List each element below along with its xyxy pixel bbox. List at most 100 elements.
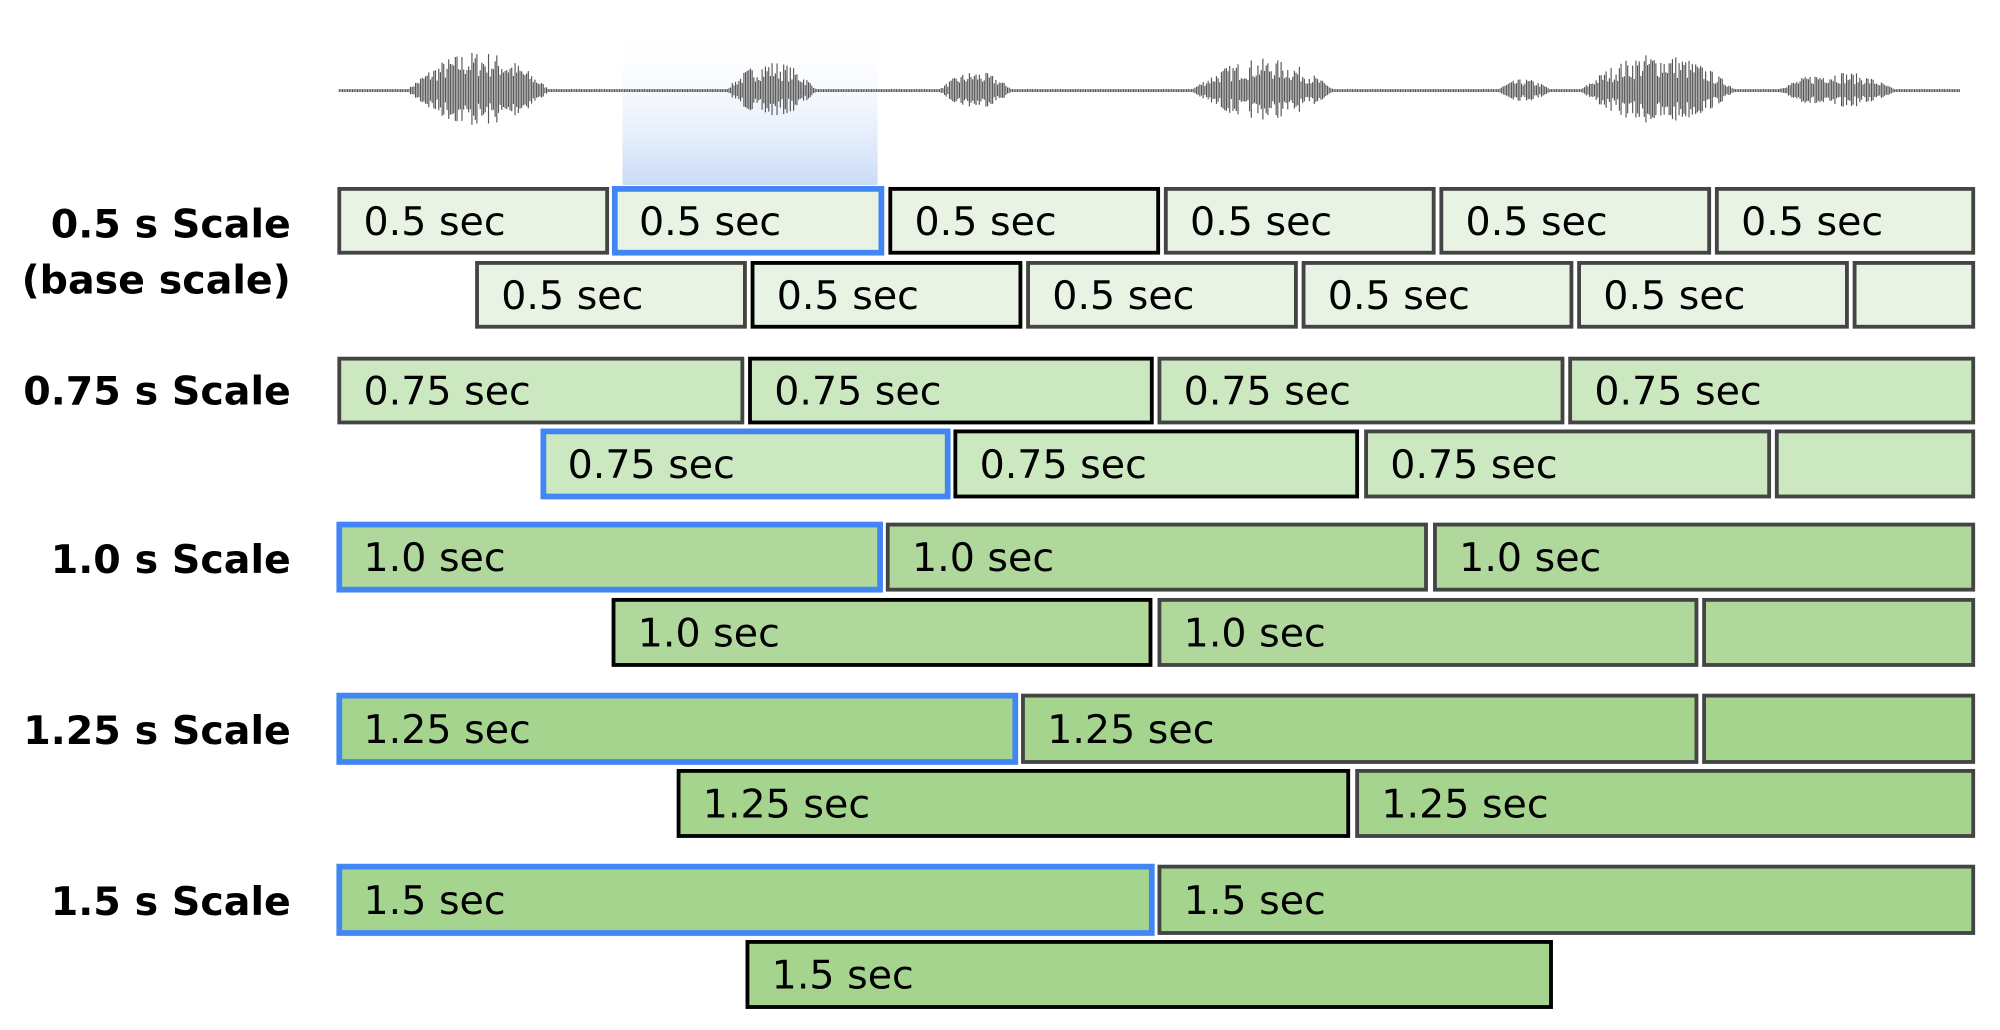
window-segment: 0.5 sec bbox=[1026, 261, 1298, 329]
segment-label: 1.25 sec bbox=[1381, 781, 1548, 827]
segment-box bbox=[888, 186, 1161, 255]
segment-label: 0.75 sec bbox=[1184, 369, 1351, 415]
segment-box bbox=[337, 356, 745, 425]
window-segment: 0.5 sec bbox=[1439, 186, 1712, 255]
window-segment: 0.5 sec bbox=[337, 186, 610, 255]
window-segment: 0.5 sec bbox=[475, 261, 747, 329]
segment-label: 1.0 sec bbox=[912, 535, 1054, 581]
window-segment: 1.5 sec bbox=[745, 940, 1553, 1009]
segment-label: 1.0 sec bbox=[364, 535, 506, 581]
segment-box bbox=[336, 863, 1155, 936]
scale-group: 1.5 s Scale 1.5 sec 1.5 sec 1.5 sec bbox=[51, 863, 1976, 1009]
segment-label: 1.25 sec bbox=[1047, 707, 1214, 753]
segment-box bbox=[1021, 693, 1699, 764]
segment-box bbox=[611, 186, 885, 256]
scale-group: 1.0 s Scale 1.0 sec 1.0 sec 1.0 sec 1.0 sec 1… bbox=[51, 521, 1976, 667]
segment-box bbox=[1714, 186, 1976, 255]
segment-label: 0.75 sec bbox=[1390, 442, 1557, 488]
scale-label: 1.5 s Scale bbox=[51, 879, 291, 925]
window-segment: 0.75 sec bbox=[1157, 356, 1565, 425]
scale-label: 1.25 s Scale bbox=[23, 708, 291, 754]
segment-box bbox=[1577, 261, 1849, 329]
segment-label: 1.25 sec bbox=[364, 707, 531, 753]
window-segment: 0.75 sec bbox=[953, 429, 1360, 499]
segment-label: 1.25 sec bbox=[703, 781, 870, 827]
scale-sublabel: (base scale) bbox=[22, 258, 291, 304]
segment-label: 1.0 sec bbox=[638, 610, 780, 656]
window-segment: 0.75 sec bbox=[748, 356, 1154, 425]
window-segment: 0.5 sec bbox=[1714, 186, 1976, 255]
segment-label: 1.5 sec bbox=[1184, 878, 1326, 924]
window-segment: 0.5 sec bbox=[888, 186, 1161, 255]
window-segment bbox=[1852, 261, 1976, 329]
window-segment: 0.75 sec bbox=[1568, 356, 1976, 425]
segment-label: 0.75 sec bbox=[980, 442, 1147, 488]
scale-label: 1.0 s Scale bbox=[51, 537, 291, 583]
window-segment: 1.25 sec bbox=[1355, 768, 1976, 838]
window-segment: 1.25 sec bbox=[676, 768, 1351, 838]
segment-box bbox=[1702, 597, 1976, 667]
segment-box bbox=[1774, 429, 1976, 499]
window-segment-selected: 0.5 sec bbox=[611, 186, 885, 256]
segment-box bbox=[336, 692, 1019, 765]
window-segment: 1.5 sec bbox=[1157, 864, 1976, 935]
segment-box bbox=[1157, 597, 1699, 667]
window-segment: 1.0 sec bbox=[1433, 522, 1976, 592]
window-segment: 1.25 sec bbox=[1021, 693, 1699, 764]
window-segment bbox=[1774, 429, 1976, 499]
segment-label: 0.5 sec bbox=[1466, 199, 1608, 245]
scale-label: 0.5 s Scale bbox=[51, 201, 291, 247]
segment-label: 0.75 sec bbox=[364, 369, 531, 415]
scale-rows: 0.5 s Scale (base scale) 0.5 sec 0.5 sec 0.5… bbox=[22, 186, 1976, 1009]
window-segment-selected: 1.5 sec bbox=[336, 863, 1155, 936]
segment-label: 0.5 sec bbox=[915, 199, 1057, 245]
segment-label: 0.5 sec bbox=[1190, 199, 1332, 245]
window-segment: 0.75 sec bbox=[1364, 429, 1772, 499]
scale-label: 0.75 s Scale bbox=[23, 369, 291, 415]
segment-label: 0.75 sec bbox=[568, 442, 735, 488]
segment-label: 1.0 sec bbox=[1459, 535, 1601, 581]
window-segment: 0.5 sec bbox=[1301, 261, 1574, 329]
segment-box bbox=[953, 429, 1360, 499]
segment-label: 0.5 sec bbox=[501, 273, 643, 319]
segment-box bbox=[1355, 768, 1976, 838]
segment-box bbox=[885, 522, 1428, 592]
window-segment-selected: 1.25 sec bbox=[336, 692, 1019, 765]
segment-box bbox=[1439, 186, 1712, 255]
segment-label: 1.0 sec bbox=[1184, 610, 1326, 656]
segment-box bbox=[1301, 261, 1574, 329]
segment-label: 0.5 sec bbox=[639, 199, 781, 245]
segment-box bbox=[1568, 356, 1976, 425]
segment-box bbox=[1852, 261, 1976, 329]
segment-label: 0.5 sec bbox=[1328, 273, 1470, 319]
window-segment: 1.0 sec bbox=[885, 522, 1428, 592]
segment-box bbox=[336, 521, 883, 593]
segment-label: 0.75 sec bbox=[1594, 369, 1761, 415]
segment-box bbox=[748, 356, 1154, 425]
segment-box bbox=[745, 940, 1553, 1009]
window-segment bbox=[1702, 693, 1976, 764]
window-segment: 0.75 sec bbox=[337, 356, 745, 425]
window-segment: 1.0 sec bbox=[611, 597, 1153, 667]
segment-label: 0.5 sec bbox=[364, 199, 506, 245]
window-segment-selected: 1.0 sec bbox=[336, 521, 883, 593]
segment-box bbox=[540, 428, 951, 500]
window-segment: 0.5 sec bbox=[750, 261, 1023, 329]
segment-box bbox=[475, 261, 747, 329]
segment-box bbox=[1163, 186, 1436, 255]
window-segment bbox=[1702, 597, 1976, 667]
segment-label: 1.5 sec bbox=[364, 878, 506, 924]
segment-label: 0.5 sec bbox=[1052, 273, 1194, 319]
segment-box bbox=[1026, 261, 1298, 329]
segment-box bbox=[611, 597, 1153, 667]
window-segment: 0.5 sec bbox=[1163, 186, 1436, 255]
window-segment: 0.5 sec bbox=[1577, 261, 1849, 329]
segment-label: 1.5 sec bbox=[772, 953, 914, 999]
segment-box bbox=[1433, 522, 1976, 592]
segment-box bbox=[1157, 864, 1976, 935]
segment-label: 0.5 sec bbox=[1603, 273, 1745, 319]
audio-waveform bbox=[338, 52, 1960, 125]
segment-box bbox=[1157, 356, 1565, 425]
segment-box bbox=[1702, 693, 1976, 764]
